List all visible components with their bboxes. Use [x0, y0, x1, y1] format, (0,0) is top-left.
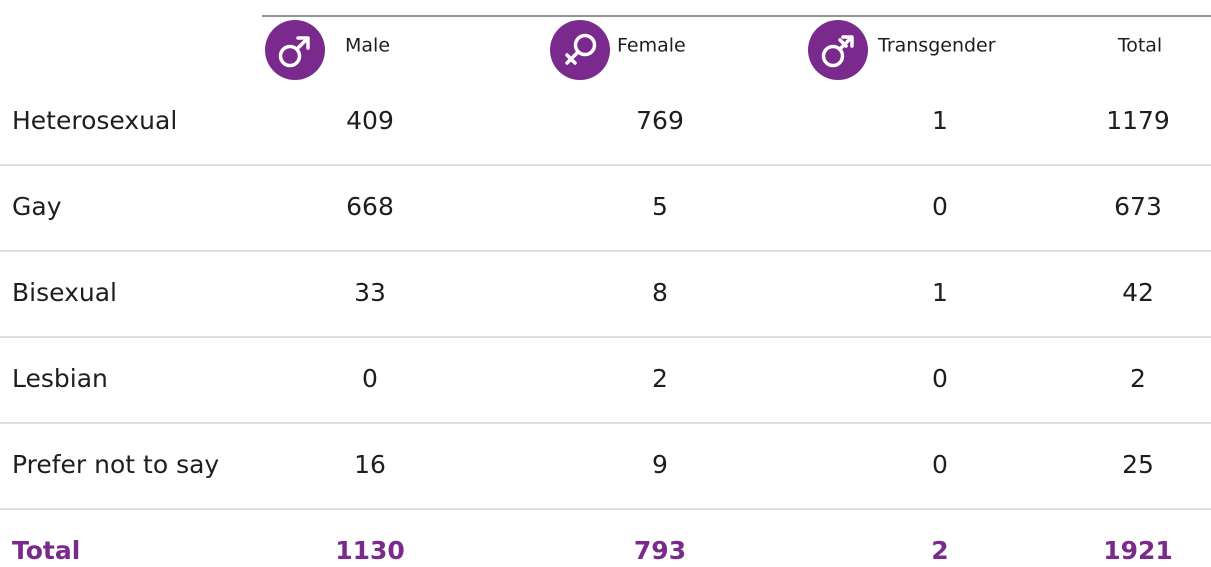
total-value: 2: [931, 536, 948, 565]
female-icon: [550, 20, 610, 80]
total-value: 1130: [335, 536, 405, 565]
row-value: 42: [1122, 278, 1154, 307]
row-value: 2: [652, 364, 668, 393]
male-icon: [265, 20, 325, 80]
row-value: 8: [652, 278, 668, 307]
total-value: 1921: [1103, 536, 1173, 565]
row-value: 9: [652, 450, 668, 479]
column-header: Transgender: [877, 35, 996, 57]
row-value: 668: [346, 192, 394, 221]
row-value: 0: [362, 364, 378, 393]
total-value: 793: [634, 536, 686, 565]
row-value: 0: [932, 364, 948, 393]
row-value: 1179: [1106, 106, 1170, 135]
row-value: 1: [932, 278, 948, 307]
row-value: 0: [932, 192, 948, 221]
row-value: 409: [346, 106, 394, 135]
row-label: Gay: [12, 192, 62, 221]
total-label: Total: [12, 536, 80, 565]
transgender-icon: [808, 20, 868, 80]
row-value: 673: [1114, 192, 1162, 221]
column-header: Female: [617, 35, 686, 57]
row-value: 5: [652, 192, 668, 221]
row-label: Heterosexual: [12, 106, 177, 135]
row-label: Bisexual: [12, 278, 117, 307]
row-value: 16: [354, 450, 386, 479]
row-label: Lesbian: [12, 364, 108, 393]
row-value: 33: [354, 278, 386, 307]
row-label: Prefer not to say: [12, 450, 219, 479]
column-header: Male: [345, 35, 390, 57]
row-value: 0: [932, 450, 948, 479]
row-value: 1: [932, 106, 948, 135]
row-value: 2: [1130, 364, 1146, 393]
row-value: 25: [1122, 450, 1154, 479]
row-value: 769: [636, 106, 684, 135]
column-header: Total: [1117, 35, 1162, 57]
